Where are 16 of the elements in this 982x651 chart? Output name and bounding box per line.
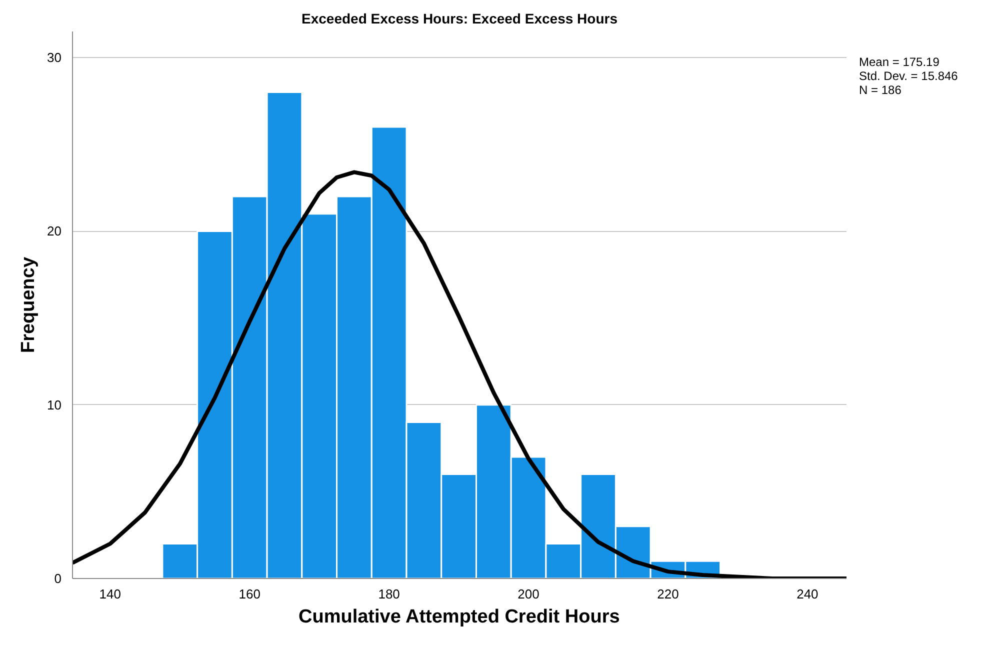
text: N = 186 — [859, 83, 902, 97]
y-tick-label: 20 — [47, 224, 62, 239]
y-axis-title: Frequency — [18, 256, 40, 354]
text: Mean = 175.19 — [859, 55, 940, 69]
y-tick-label: 30 — [47, 50, 62, 66]
x-tick-label: 140 — [99, 586, 122, 602]
x-tick-label: 220 — [657, 586, 679, 602]
y-tick-label: 10 — [47, 397, 62, 412]
x-tick-label: 160 — [238, 586, 260, 602]
text: Std. Dev. = 15.846 — [859, 69, 958, 83]
x-tick-label: 200 — [518, 586, 540, 602]
x-tick-label: 180 — [378, 586, 400, 602]
x-axis-title: Cumulative Attempted Credit Hours — [298, 606, 620, 628]
x-tick-label: 240 — [796, 586, 818, 602]
y-tick-label: 0 — [54, 571, 62, 586]
chart-title: Exceeded Excess Hours: Exceed Excess Hours — [302, 10, 618, 26]
